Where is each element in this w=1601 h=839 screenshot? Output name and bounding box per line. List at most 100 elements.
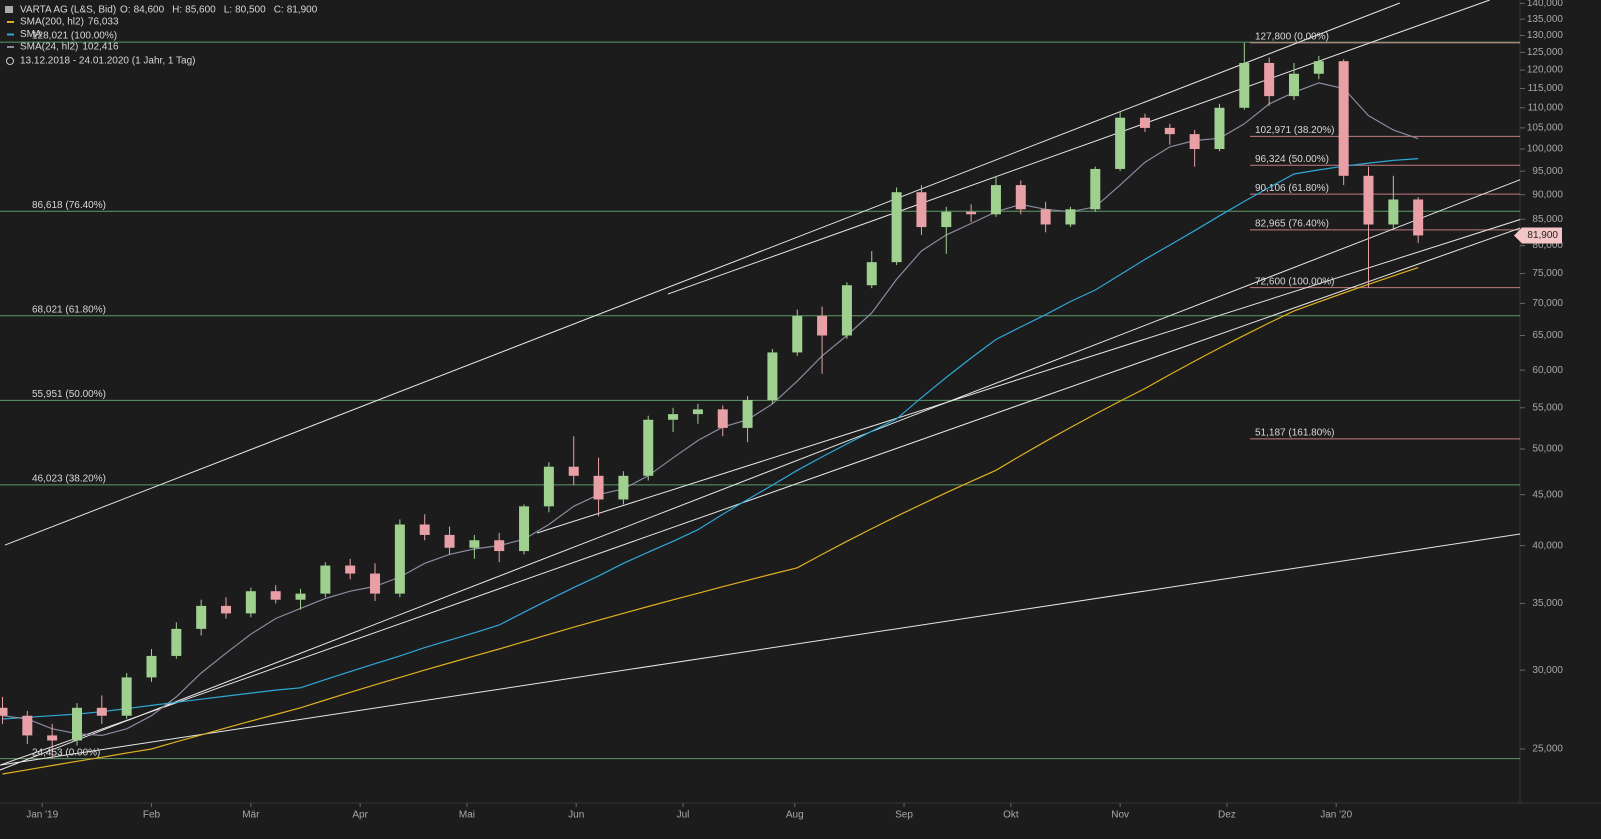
candle-body xyxy=(47,735,58,741)
legend-swatch xyxy=(7,46,14,48)
legend-title: VARTA AG (L&S, Bid) xyxy=(20,5,116,16)
y-tick-label: 95,000 xyxy=(1532,166,1563,177)
ohlc-value: 85,600 xyxy=(185,5,216,16)
y-tick-label: 40,000 xyxy=(1532,540,1563,551)
legend-name: SMA(24, hl2) xyxy=(20,42,78,53)
candle-body xyxy=(196,605,207,629)
y-tick-label: 140,000 xyxy=(1527,0,1564,9)
candle-body xyxy=(1015,185,1026,210)
legend-value: 76,033 xyxy=(88,17,119,28)
candle-body xyxy=(494,540,505,552)
candle-body xyxy=(792,315,803,353)
candle-body xyxy=(1065,209,1076,225)
candle-body xyxy=(0,707,8,716)
candle-body xyxy=(916,192,927,228)
trendline xyxy=(0,179,1520,771)
y-tick-label: 25,000 xyxy=(1532,744,1563,755)
x-tick-label: Mai xyxy=(459,810,475,821)
candle-body xyxy=(941,211,952,228)
y-tick-label: 110,000 xyxy=(1528,102,1564,113)
y-tick-label: 50,000 xyxy=(1532,444,1563,455)
candle-body xyxy=(295,593,306,600)
candle-body xyxy=(891,192,902,263)
y-tick-label: 130,000 xyxy=(1527,30,1564,41)
y-tick-label: 45,000 xyxy=(1532,489,1563,500)
y-tick-label: 75,000 xyxy=(1532,268,1563,279)
date-range: 13.12.2018 - 24.01.2020 (1 Jahr, 1 Tag) xyxy=(20,56,196,67)
candle-body xyxy=(320,565,331,594)
candle-body xyxy=(1388,199,1399,225)
candle-body xyxy=(990,185,1001,215)
y-tick-label: 105,000 xyxy=(1527,123,1564,134)
candle-body xyxy=(1214,107,1225,150)
x-tick-label: Dez xyxy=(1218,810,1236,821)
candle-body xyxy=(1090,168,1101,210)
fib-label: 102,971 (38.20%) xyxy=(1255,125,1335,136)
x-tick-label: Jun xyxy=(568,810,584,821)
moving-average xyxy=(2,82,1419,737)
candle-body xyxy=(966,211,977,215)
ohlc-value: 81,900 xyxy=(287,5,318,16)
candle-body xyxy=(618,475,629,500)
y-tick-label: 125,000 xyxy=(1527,47,1564,58)
candle-body xyxy=(245,591,256,614)
trendline xyxy=(0,227,1520,766)
last-price-label: 81,900 xyxy=(1527,230,1558,241)
x-tick-label: Apr xyxy=(352,810,368,821)
candle-body xyxy=(643,419,654,476)
candle-body xyxy=(866,262,877,286)
trendline xyxy=(0,533,1520,766)
candle-body xyxy=(543,466,554,507)
candle-body xyxy=(519,506,530,552)
candle-body xyxy=(668,414,679,420)
y-tick-label: 35,000 xyxy=(1532,598,1563,609)
candle-body xyxy=(121,677,132,716)
y-tick-label: 120,000 xyxy=(1527,65,1564,76)
clock-icon xyxy=(6,57,14,65)
candle-body xyxy=(221,605,232,614)
x-tick-label: Jan '19 xyxy=(26,810,58,821)
trendline xyxy=(667,0,1490,295)
plot-area xyxy=(0,0,1520,775)
candle-body xyxy=(1338,61,1349,176)
y-tick-label: 55,000 xyxy=(1532,402,1563,413)
candle-body xyxy=(370,573,381,594)
moving-average xyxy=(2,267,1419,775)
ohlc-name: O: xyxy=(120,5,131,16)
fib-label: 51,187 (161.80%) xyxy=(1255,428,1335,439)
candle-body xyxy=(692,409,703,415)
fib-label: 86,618 (76.40%) xyxy=(32,200,106,211)
ohlc-value: 84,600 xyxy=(134,5,165,16)
ohlc-value: 80,500 xyxy=(235,5,266,16)
candle-body xyxy=(469,540,480,548)
fib-label: 24,453 (0.00%) xyxy=(32,747,100,758)
fib-label: 68,021 (61.80%) xyxy=(32,304,106,315)
x-tick-label: Nov xyxy=(1111,810,1129,821)
ohlc-name: L: xyxy=(224,5,232,16)
legend-name: SMA xyxy=(20,29,42,40)
candle-body xyxy=(1239,62,1250,108)
x-tick-label: Sep xyxy=(895,810,913,821)
candle-body xyxy=(1189,134,1200,150)
x-tick-label: Feb xyxy=(143,810,161,821)
candle-body xyxy=(1288,73,1299,97)
y-tick-label: 135,000 xyxy=(1527,14,1564,25)
candle-body xyxy=(71,707,82,741)
fib-label: 82,965 (76.40%) xyxy=(1255,218,1329,229)
x-tick-label: Aug xyxy=(786,810,804,821)
fib-label: 90,106 (61.80%) xyxy=(1255,183,1329,194)
y-tick-label: 80,000 xyxy=(1532,240,1563,251)
y-tick-label: 30,000 xyxy=(1532,665,1563,676)
fib-label: 72,600 (100.00%) xyxy=(1255,276,1335,287)
moving-average xyxy=(2,158,1419,720)
legend-swatch xyxy=(7,33,14,36)
candle-body xyxy=(1115,117,1126,169)
legend-swatch xyxy=(7,21,14,23)
candle-body xyxy=(1313,61,1324,74)
fib-label: 128,021 (100.00%) xyxy=(32,31,117,42)
y-tick-label: 70,000 xyxy=(1532,298,1563,309)
candle-body xyxy=(717,409,728,428)
candle-body xyxy=(1040,209,1051,225)
